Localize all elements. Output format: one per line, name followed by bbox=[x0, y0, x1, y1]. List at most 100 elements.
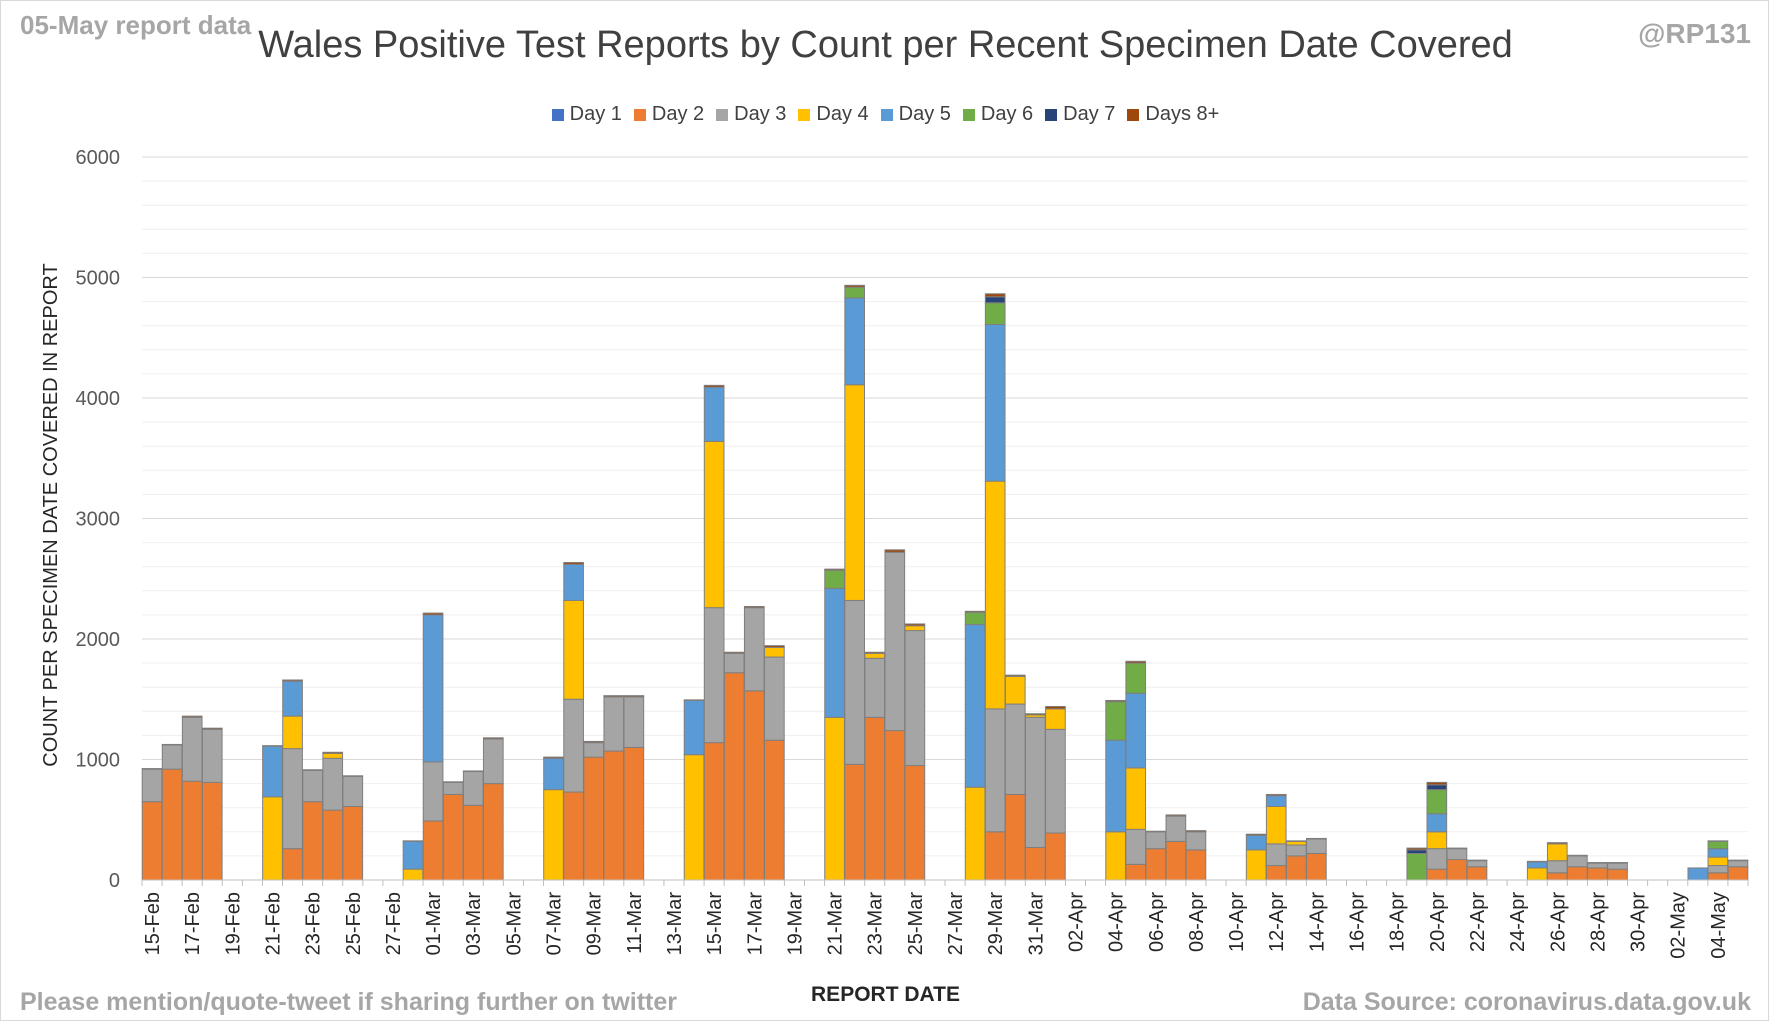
bar-segment bbox=[342, 806, 364, 881]
bar-segment bbox=[1265, 865, 1287, 881]
bar-segment bbox=[583, 742, 605, 758]
bar-segment bbox=[824, 716, 845, 881]
bar-segment bbox=[1125, 660, 1147, 664]
chart-legend: Day 1 Day 2 Day 3 Day 4 Day 5 Day 6 Day 7 Days … bbox=[0, 103, 1771, 127]
bar-segment bbox=[462, 770, 484, 773]
legend-label: Day 1 bbox=[569, 103, 622, 125]
bar-segment bbox=[703, 386, 725, 442]
bar-segment bbox=[864, 652, 886, 659]
bar-segment bbox=[1145, 848, 1167, 881]
bar-segment bbox=[1105, 699, 1126, 703]
bar-segment bbox=[844, 599, 866, 765]
bar-segment bbox=[1546, 860, 1568, 874]
bar-segment bbox=[282, 848, 303, 881]
bar-segment bbox=[1567, 855, 1588, 868]
footer-note: Please mention/quote-tweet if sharing fu… bbox=[20, 988, 678, 1016]
bar-segment bbox=[583, 756, 605, 881]
bar-segment bbox=[683, 699, 705, 756]
bar-segment bbox=[1707, 848, 1729, 858]
bar-segment bbox=[1125, 863, 1147, 881]
bar-segment bbox=[1185, 830, 1207, 833]
bar-segment bbox=[984, 480, 1006, 710]
x-tick-label: 28-Apr bbox=[1587, 892, 1609, 952]
bar-segment bbox=[764, 739, 785, 881]
bar-segment bbox=[703, 384, 725, 388]
bar-segment bbox=[1105, 831, 1126, 881]
bar-segment bbox=[984, 324, 1006, 482]
bar-segment bbox=[1125, 767, 1147, 830]
bar-segment bbox=[1546, 872, 1568, 881]
x-tick-label: 04-May bbox=[1708, 892, 1730, 959]
legend-label: Day 2 bbox=[651, 103, 705, 125]
legend-item: Day 6 bbox=[962, 103, 1034, 126]
bar-segment bbox=[1285, 840, 1307, 846]
legend-label: Day 7 bbox=[1063, 103, 1116, 125]
x-tick-label: 03-Mar bbox=[463, 892, 485, 956]
bar-segment bbox=[1426, 784, 1448, 791]
bar-segment bbox=[764, 645, 785, 648]
bar-segment bbox=[161, 744, 183, 770]
x-tick-label: 23-Mar bbox=[865, 892, 887, 956]
bar-segment bbox=[1526, 867, 1548, 881]
bar-segment bbox=[1426, 813, 1448, 833]
bar-segment bbox=[1004, 674, 1026, 677]
bar-segment bbox=[964, 611, 986, 626]
bar-segment bbox=[884, 730, 906, 881]
bar-segment bbox=[964, 624, 986, 788]
x-tick-label: 06-Apr bbox=[1146, 892, 1168, 952]
bar-segment bbox=[141, 768, 163, 803]
x-tick-label: 27-Feb bbox=[383, 892, 405, 955]
report-date-label: 05-May report data bbox=[20, 10, 252, 40]
y-tick-label: 0 bbox=[109, 870, 120, 892]
bar-segment bbox=[1546, 842, 1568, 845]
bar-segment bbox=[1526, 860, 1548, 863]
bar-segment bbox=[563, 563, 584, 601]
x-tick-label: 29-Mar bbox=[985, 892, 1007, 956]
bar-segment bbox=[844, 763, 866, 881]
x-tick-label: 19-Mar bbox=[784, 892, 806, 956]
bar-segment bbox=[1707, 872, 1729, 881]
gridlines bbox=[142, 156, 1748, 881]
bar-segment bbox=[181, 715, 203, 718]
bar-segment bbox=[1446, 847, 1468, 850]
bar-segment bbox=[1004, 793, 1026, 881]
x-tick-label: 25-Feb bbox=[343, 892, 365, 955]
bar-segment bbox=[1607, 862, 1628, 864]
x-tick-label: 22-Apr bbox=[1467, 892, 1489, 952]
bar-segment bbox=[723, 651, 745, 654]
bar-segment bbox=[743, 605, 765, 609]
bar-segment bbox=[342, 775, 364, 777]
x-tick-label: 15-Mar bbox=[704, 892, 726, 956]
bar-segment bbox=[623, 695, 645, 698]
bar-segment bbox=[1707, 840, 1729, 850]
bar-segment bbox=[1426, 781, 1448, 786]
bar-segment bbox=[1125, 662, 1147, 694]
bar-segment bbox=[563, 599, 584, 700]
bar-segment bbox=[462, 771, 484, 806]
bar-segment bbox=[322, 752, 344, 759]
bar-segment bbox=[262, 745, 283, 747]
x-tick-label: 18-Apr bbox=[1387, 892, 1409, 952]
bar-segment bbox=[422, 761, 444, 822]
bar-segment bbox=[181, 780, 203, 881]
x-tick-label: 05-Mar bbox=[503, 892, 525, 956]
bar-segment bbox=[1607, 862, 1628, 870]
bar-segment bbox=[703, 607, 725, 744]
bar-segment bbox=[482, 737, 504, 740]
legend-label: Day 6 bbox=[980, 103, 1034, 125]
x-tick-label: 20-Apr bbox=[1427, 892, 1449, 952]
x-tick-label: 30-Apr bbox=[1628, 892, 1650, 952]
bar-segment bbox=[1466, 860, 1488, 868]
bar-segment bbox=[402, 840, 424, 870]
bar-segment bbox=[282, 748, 303, 850]
x-tick-label: 11-Mar bbox=[624, 892, 646, 954]
x-tick-label: 17-Mar bbox=[744, 892, 766, 956]
bar-segment bbox=[884, 551, 906, 732]
bar-segment bbox=[302, 801, 323, 881]
x-tick-label: 09-Mar bbox=[584, 892, 606, 956]
bar-segment bbox=[543, 756, 564, 759]
bar-segment bbox=[984, 831, 1006, 881]
bar-segment bbox=[1406, 847, 1428, 851]
legend-label: Day 5 bbox=[898, 103, 951, 125]
